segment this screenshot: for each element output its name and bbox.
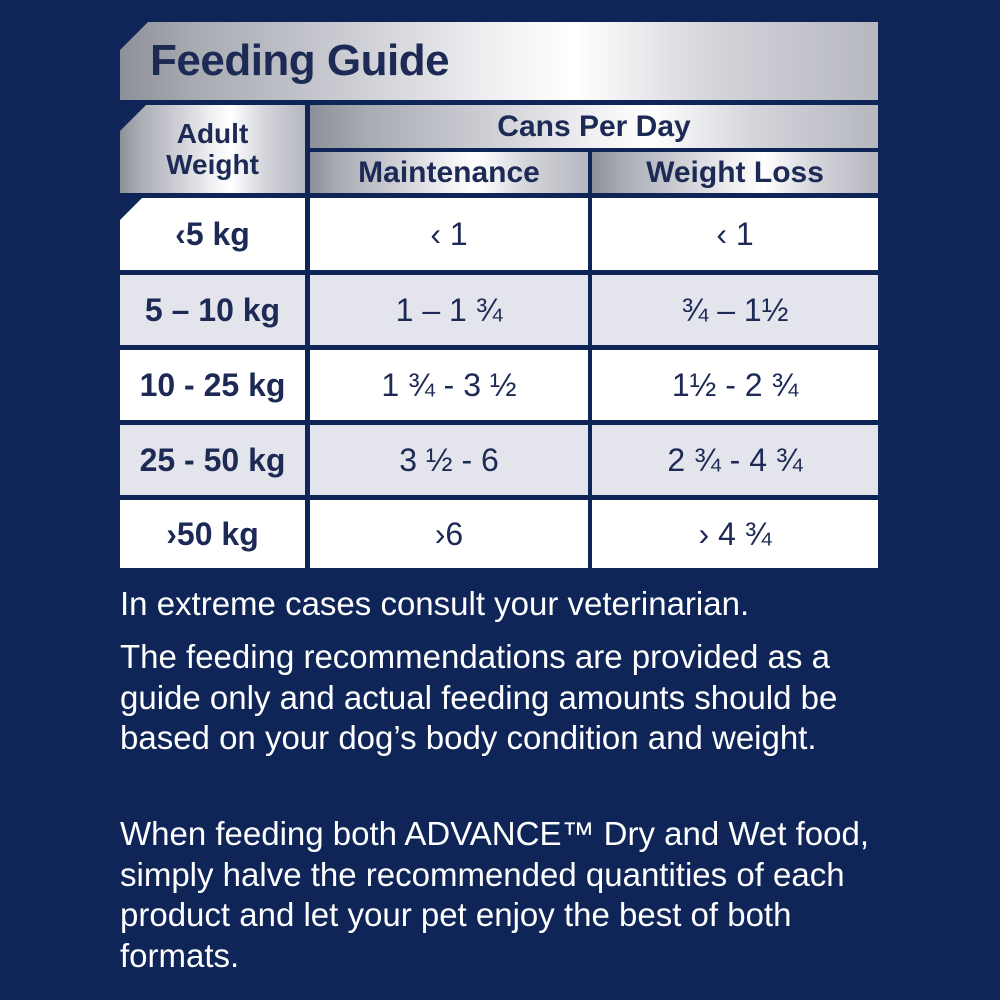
note-dry-and-wet: When feeding both ADVANCE™ Dry and Wet f…	[120, 815, 869, 974]
table-cell-maintenance: 1 ¾ - 3 ½	[310, 350, 588, 420]
table-cell-weight: 10 - 25 kg	[120, 350, 305, 420]
note-guide-only: The feeding recommendations are provided…	[120, 638, 838, 756]
table-cell-weight-loss: 2 ¾ - 4 ¾	[592, 425, 878, 495]
table-cell-maintenance: ›6	[310, 500, 588, 568]
title-banner: Feeding Guide	[120, 22, 878, 100]
page-title: Feeding Guide	[150, 36, 450, 85]
table-cell-weight-loss: › 4 ¾	[592, 500, 878, 568]
header-weight-loss: Weight Loss	[592, 152, 878, 193]
table-cell-maintenance: 3 ½ - 6	[310, 425, 588, 495]
table-cell-weight: ‹5 kg	[120, 198, 305, 270]
header-weight-line2: Weight	[166, 149, 259, 180]
table-cell-maintenance: 1 – 1 ¾	[310, 275, 588, 345]
header-weight-line1: Adult	[176, 118, 249, 149]
column-divider	[305, 568, 309, 578]
table-cell-weight: ›50 kg	[120, 500, 305, 568]
note-consult-vet: In extreme cases consult your veterinari…	[120, 585, 750, 622]
header-maintenance: Maintenance	[310, 152, 588, 193]
table-cell-weight-loss: ¾ – 1½	[592, 275, 878, 345]
table-cell-weight-loss: 1½ - 2 ¾	[592, 350, 878, 420]
table-cell-weight-loss: ‹ 1	[592, 198, 878, 270]
column-divider	[588, 568, 592, 578]
header-cans-per-day: Cans Per Day	[310, 105, 878, 148]
table-cell-weight: 5 – 10 kg	[120, 275, 305, 345]
table-cell-maintenance: ‹ 1	[310, 198, 588, 270]
header-adult-weight: Adult Weight	[120, 105, 305, 193]
table-cell-weight: 25 - 50 kg	[120, 425, 305, 495]
